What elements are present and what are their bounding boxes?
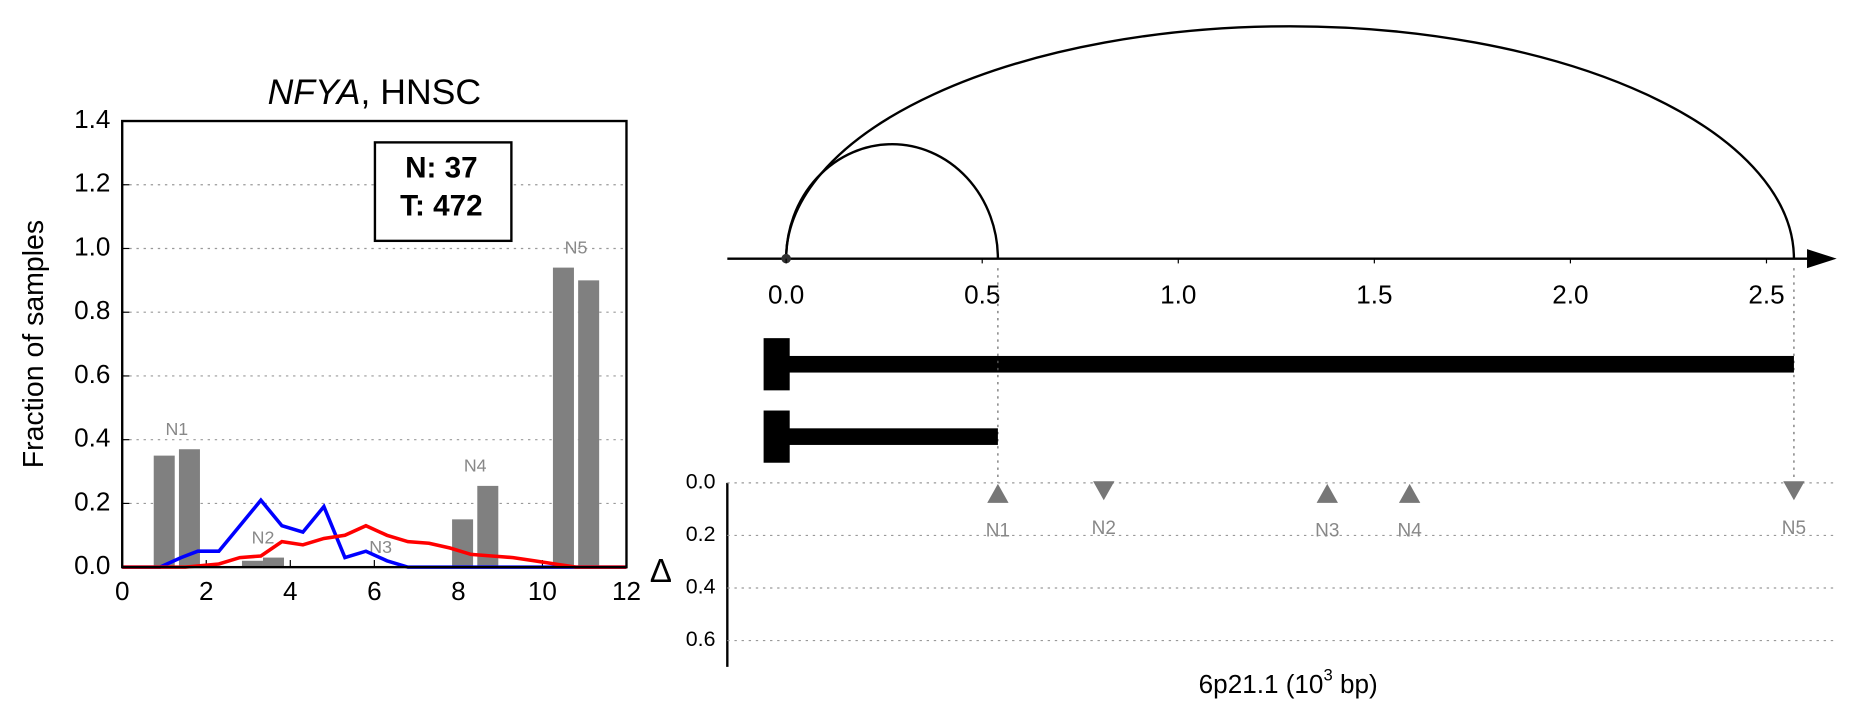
bar [153,455,175,568]
bar [552,267,574,568]
plot-frame [121,119,628,569]
series-line [122,523,627,569]
y-tick-label: 0.4 [686,575,716,599]
arc [784,143,1000,259]
y-tick-label: 1.2 [74,168,110,198]
x-label-part: bp) [1333,669,1378,699]
y-tick-label: 0.4 [74,423,110,453]
x-tick-label: 8 [451,576,466,606]
y-axis-label: Fraction of samples [18,220,50,468]
x-tick-label: 0.5 [964,280,1000,310]
site-label: N5 [1782,518,1806,539]
site-label: N3 [1315,520,1339,541]
site-marker [1398,483,1421,503]
site-marker [987,483,1009,503]
y-tick-label: 1.0 [74,231,110,261]
y-tick-label: 0.6 [686,627,716,651]
annotation-box [373,141,513,243]
bar [578,280,600,568]
x-label-sup: 3 [1323,666,1332,685]
y-tick-label: 0.0 [74,550,110,580]
x-tick-label: 4 [283,576,298,606]
site-label: N2 [1092,518,1116,539]
x-tick-label: 1.0 [1160,280,1196,310]
annotation: T: 472 [400,189,482,222]
y-tick-label: 0.0 [686,470,716,494]
site-marker [1093,481,1115,501]
transcript-body [786,355,1794,373]
bar [262,557,284,568]
x-tick-label: 10 [528,576,557,606]
bar-group-label: N3 [369,537,392,557]
bar-group-label: N5 [565,237,588,257]
series-line [122,497,627,569]
x-tick-label: 1.5 [1356,280,1392,310]
site-marker [1316,483,1338,503]
transcript-start [763,338,790,391]
annotation: N: 37 [405,151,478,184]
bar-group-label: N2 [252,527,275,547]
x-tick-label: 0 [115,576,130,606]
figure-body: NFYA, HNSC Fraction of samples 0.0 0.2 0.4 0.… [18,25,1837,699]
y-tick-label: 0.6 [74,359,110,389]
y-tick-label: 1.4 [74,104,110,134]
x-tick-label: 6 [367,576,382,606]
arc [784,25,1796,259]
x-tick-label: 0.0 [768,280,804,310]
y-axis-label: Δ [650,553,672,590]
x-tick-label: 2.5 [1748,280,1784,310]
site-marker [1783,481,1805,501]
bar [178,449,200,568]
x-tick-label: 12 [612,576,641,606]
axis-arrow [1807,249,1837,269]
x-tick-label: 2 [199,576,214,606]
title-rest: , HNSC [361,72,482,112]
site-label: N4 [1398,520,1422,541]
site-label: N1 [986,520,1010,541]
bar-group-label: N4 [464,456,487,476]
transcript-start [763,410,790,463]
bar [452,519,474,568]
transcript-body [786,428,998,445]
bar-group-label: N1 [165,419,188,439]
bar [477,485,499,568]
x-tick-label: 2.0 [1552,280,1588,310]
y-tick-label: 0.2 [74,486,110,516]
y-tick-label: 0.2 [686,522,716,546]
x-axis-label: 6p21.1 (103 bp) [1199,666,1378,699]
y-tick-label: 0.8 [74,295,110,325]
title-gene: NFYA [268,72,361,112]
bar [241,560,263,568]
chart-title: NFYA, HNSC [268,72,482,112]
x-label-part: 6p21.1 (10 [1199,669,1324,699]
